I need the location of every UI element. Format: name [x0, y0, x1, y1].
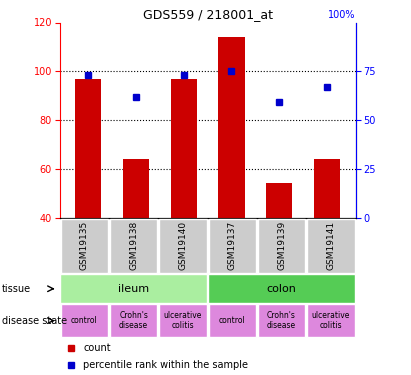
Text: GSM19141: GSM19141 — [326, 221, 335, 270]
Bar — [208, 304, 256, 337]
Text: ileum: ileum — [118, 284, 149, 294]
Bar — [258, 304, 305, 337]
Bar — [110, 219, 157, 273]
Text: 100%: 100% — [328, 10, 356, 20]
Title: GDS559 / 218001_at: GDS559 / 218001_at — [143, 8, 272, 21]
Bar — [258, 219, 305, 273]
Text: GSM19135: GSM19135 — [80, 221, 89, 270]
Text: percentile rank within the sample: percentile rank within the sample — [83, 360, 248, 369]
Bar — [307, 219, 355, 273]
Bar — [307, 304, 355, 337]
Bar — [110, 304, 157, 337]
Bar — [60, 304, 108, 337]
Bar — [159, 304, 207, 337]
Bar — [266, 183, 292, 218]
Text: Crohn's
disease: Crohn's disease — [119, 311, 148, 330]
Text: tissue: tissue — [2, 284, 31, 294]
Text: colon: colon — [267, 284, 296, 294]
Text: disease state: disease state — [2, 316, 67, 326]
Bar — [75, 79, 102, 218]
Bar — [60, 274, 207, 303]
Bar — [123, 159, 149, 218]
Bar — [60, 219, 108, 273]
Text: ulcerative
colitis: ulcerative colitis — [312, 311, 350, 330]
Text: GSM19139: GSM19139 — [277, 221, 286, 270]
Text: control: control — [71, 316, 98, 325]
Bar — [159, 219, 207, 273]
Text: control: control — [219, 316, 246, 325]
Bar — [171, 79, 197, 218]
Text: count: count — [83, 343, 111, 353]
Text: ulcerative
colitis: ulcerative colitis — [164, 311, 202, 330]
Bar — [208, 219, 256, 273]
Bar — [218, 37, 245, 218]
Text: GSM19137: GSM19137 — [228, 221, 237, 270]
Bar — [314, 159, 340, 218]
Text: GSM19138: GSM19138 — [129, 221, 138, 270]
Text: Crohn's
disease: Crohn's disease — [267, 311, 296, 330]
Text: GSM19140: GSM19140 — [178, 221, 187, 270]
Bar — [208, 274, 355, 303]
